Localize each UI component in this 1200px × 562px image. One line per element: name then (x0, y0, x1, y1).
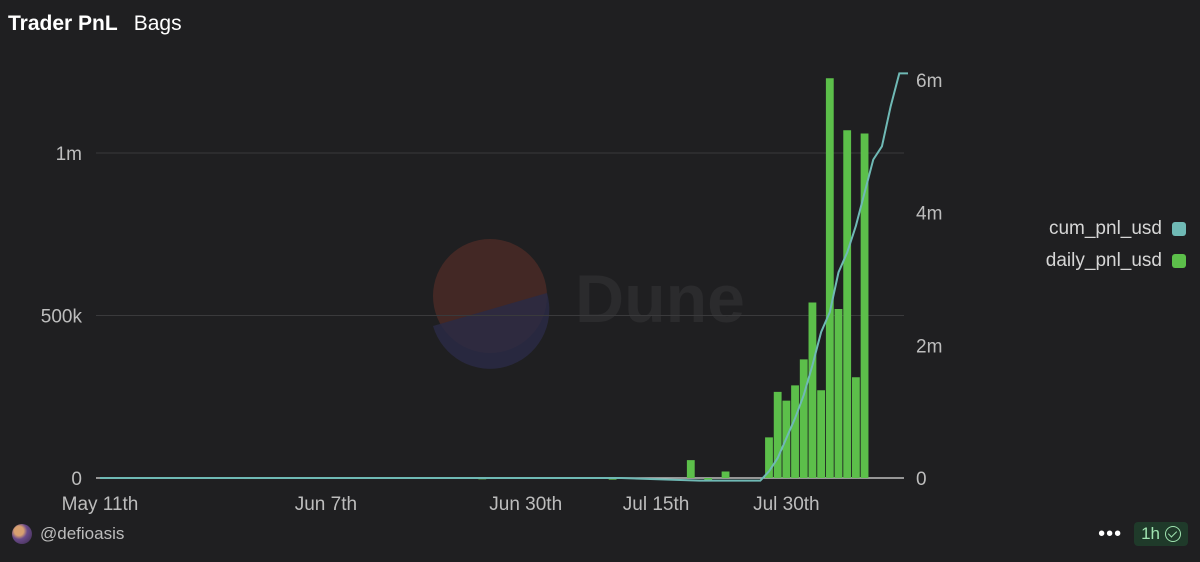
bar-daily-pnl[interactable] (834, 309, 843, 478)
x-tick-label: Jul 15th (623, 494, 690, 515)
legend-label-cum-pnl: cum_pnl_usd (1048, 218, 1162, 239)
more-options-icon[interactable]: ••• (1098, 522, 1123, 545)
avatar (12, 524, 32, 544)
x-tick-label: Jun 30th (489, 494, 562, 515)
y-right-tick-label: 6m (916, 71, 942, 92)
legend-swatch-cum-pnl (1172, 222, 1186, 236)
y-right-tick-label: 2m (916, 336, 942, 357)
x-tick-label: Jul 30th (753, 494, 820, 515)
legend-item-daily-pnl[interactable]: daily_pnl_usd (1046, 250, 1186, 272)
refresh-badge[interactable]: 1h (1134, 522, 1188, 546)
chart-subtitle[interactable]: Bags (133, 12, 182, 35)
bar-daily-pnl[interactable] (851, 377, 860, 478)
check-circle-icon (1165, 526, 1181, 542)
bar-daily-pnl[interactable] (799, 359, 808, 478)
chart-title: Trader PnL (8, 12, 118, 35)
author-info[interactable]: @defioasis (12, 524, 124, 544)
line-cum-pnl[interactable] (100, 72, 908, 482)
legend-label-daily-pnl: daily_pnl_usd (1045, 250, 1162, 271)
bar-daily-pnl[interactable] (825, 78, 834, 478)
y-left-tick-label: 0 (71, 469, 82, 490)
bar-daily-pnl[interactable] (704, 478, 713, 481)
footer-actions: ••• 1h (1098, 522, 1188, 546)
y-left-tick-label: 500k (41, 307, 83, 328)
y-left-tick-label: 1m (56, 144, 82, 165)
bar-daily-pnl[interactable] (843, 130, 852, 478)
watermark-text: Dune (575, 261, 745, 337)
legend-item-cum-pnl[interactable]: cum_pnl_usd (1049, 218, 1186, 240)
legend: cum_pnl_usd daily_pnl_usd (1046, 218, 1186, 272)
dune-watermark: Dune (433, 239, 745, 369)
bar-daily-pnl[interactable] (817, 390, 826, 478)
x-tick-label: Jun 7th (295, 494, 357, 515)
refresh-interval: 1h (1141, 524, 1160, 543)
bar-daily-pnl[interactable] (791, 385, 799, 478)
bar-daily-pnl[interactable] (686, 460, 695, 478)
y-right-tick-label: 0 (916, 469, 927, 490)
y-right-tick-label: 4m (916, 204, 942, 225)
legend-swatch-daily-pnl (1172, 254, 1186, 268)
bar-daily-pnl[interactable] (721, 471, 730, 479)
bar-daily-pnl[interactable] (860, 133, 869, 479)
bar-daily-pnl[interactable] (808, 302, 817, 479)
author-name: @defioasis (40, 524, 125, 543)
x-tick-label: May 11th (62, 494, 139, 515)
bar-daily-pnl[interactable] (773, 391, 782, 478)
chart-header: Trader PnL Bags (8, 12, 182, 36)
bar-daily-pnl[interactable] (765, 437, 773, 478)
